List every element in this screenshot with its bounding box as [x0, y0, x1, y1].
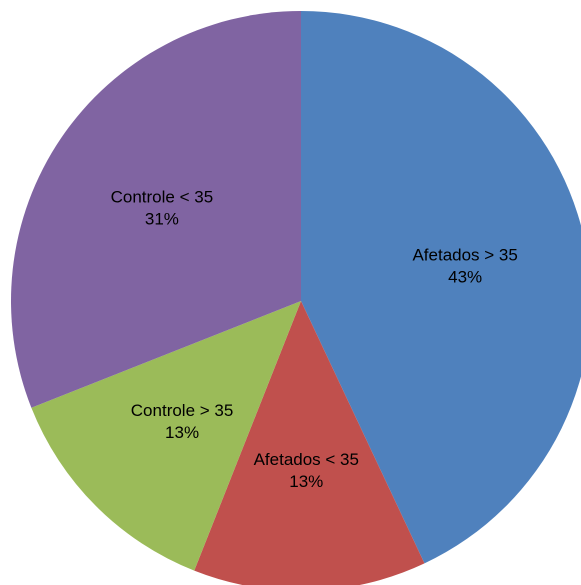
pie-slice-2 — [194, 301, 425, 585]
pie-slice-4 — [10, 11, 302, 408]
pie-slice-3 — [31, 301, 302, 571]
slice-percent-label: 31% — [145, 209, 179, 228]
pie-slice-label-3: Controle > 35 13% — [131, 401, 234, 442]
slice-category-label: Controle > 35 — [131, 401, 234, 420]
pie-slice-label-4: Controle < 35 31% — [111, 187, 214, 228]
slice-category-label: Controle < 35 — [111, 187, 214, 206]
slice-category-label: Afetados < 35 — [254, 450, 359, 469]
pie-slices — [10, 11, 581, 585]
pie-slice-1 — [301, 11, 581, 564]
slice-percent-label: 13% — [165, 423, 199, 442]
slice-percent-label: 43% — [448, 267, 482, 286]
pie-slice-label-1: Afetados > 35 43% — [412, 245, 517, 286]
slice-percent-label: 13% — [289, 472, 323, 491]
pie-slice-label-2: Afetados < 35 13% — [254, 450, 359, 491]
slice-category-label: Afetados > 35 — [412, 245, 517, 264]
pie-labels: Afetados > 35 43%Afetados < 35 13%Controle… — [111, 187, 518, 491]
